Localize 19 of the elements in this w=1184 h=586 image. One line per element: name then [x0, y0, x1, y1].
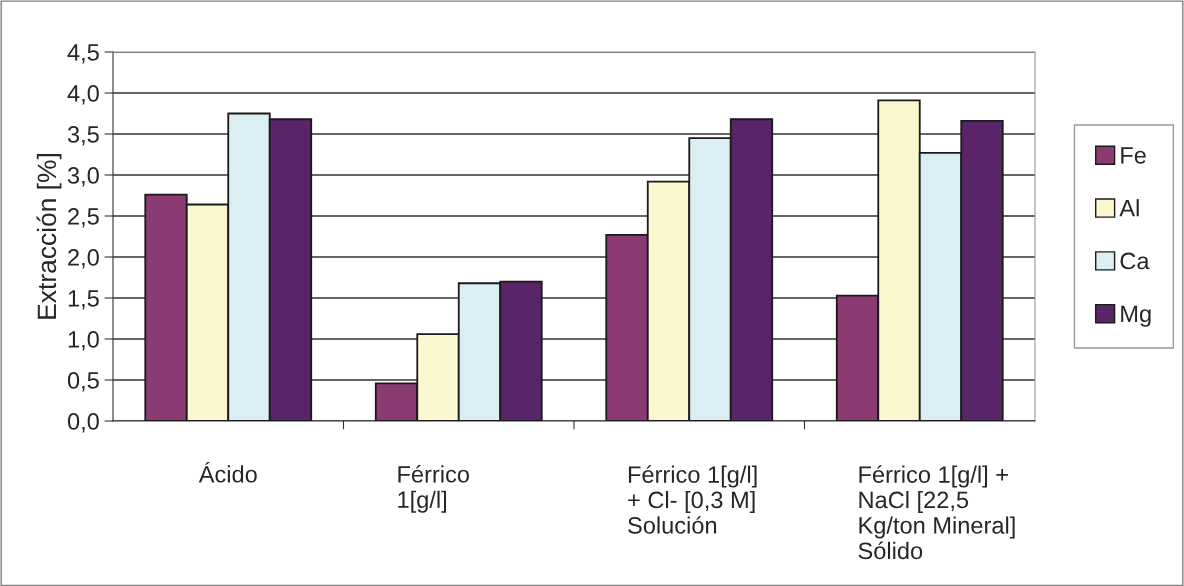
y-tick-label: 1,5 — [68, 290, 99, 310]
y-tick-label: 2,0 — [68, 249, 99, 269]
y-axis-title: Extracción [%] — [36, 154, 62, 319]
y-tick-label: 1,0 — [68, 331, 99, 351]
x-tick-label: Férrico 1[g/l] — [398, 465, 469, 513]
y-tick-label: 2,5 — [68, 208, 99, 228]
legend-label: Fe — [1121, 147, 1146, 164]
y-tick-label: 3,0 — [67, 167, 99, 187]
x-tick-label: Férrico 1[g/l] + NaCl [22,5 Kg/ton Mineral] Sólido — [858, 465, 1015, 560]
y-tick-label: 4,5 — [67, 44, 99, 64]
legend-label: Al — [1119, 199, 1139, 217]
x-tick-label: Férrico 1[g/l] + Cl- [0,3 M] Solución — [628, 465, 757, 534]
x-tick-label: Ácido — [198, 461, 257, 483]
y-tick-label: 0,5 — [67, 372, 99, 392]
y-tick-label: 4,0 — [67, 85, 99, 105]
legend-label: Ca — [1120, 252, 1150, 270]
y-tick-label: 0,0 — [67, 413, 99, 433]
y-tick-label: 3,5 — [67, 126, 99, 146]
legend-label: Mg — [1121, 305, 1151, 327]
